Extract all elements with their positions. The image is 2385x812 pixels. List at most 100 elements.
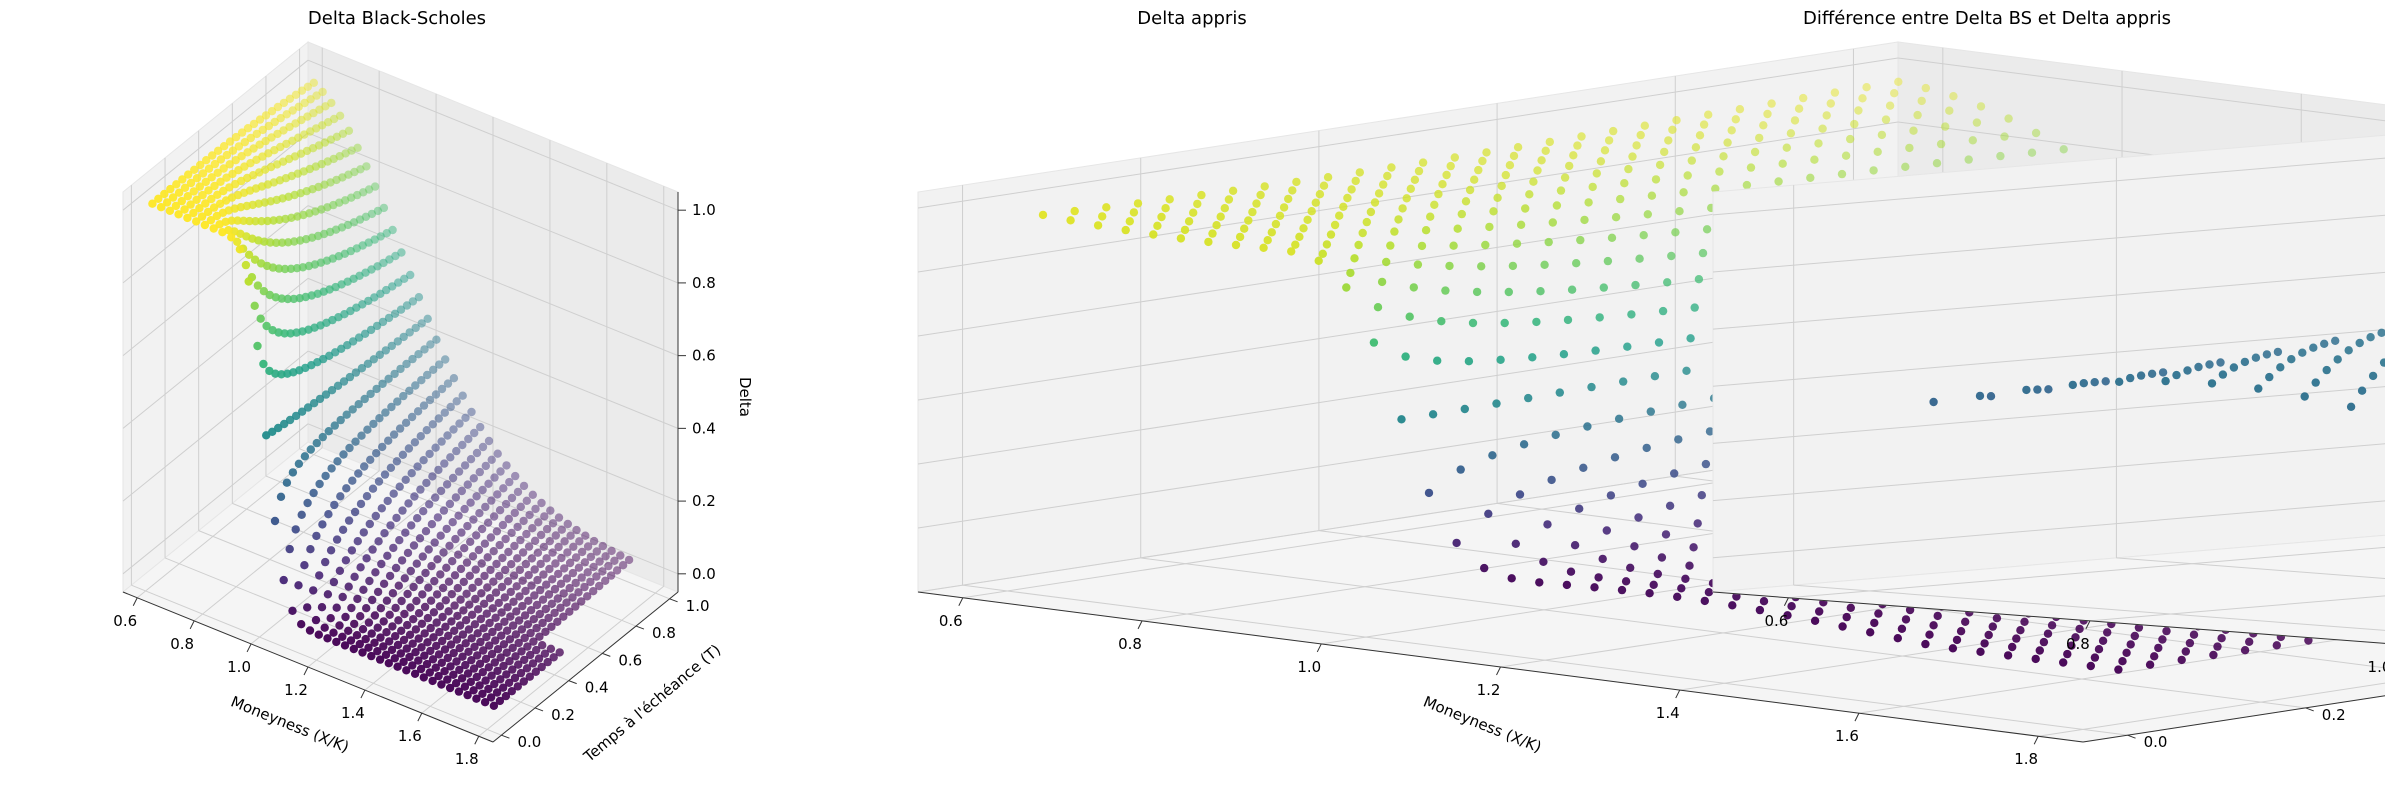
data-point: [2322, 365, 2331, 375]
data-point: [1220, 204, 1230, 213]
data-point: [498, 520, 508, 530]
data-point: [497, 631, 506, 640]
data-point: [2217, 634, 2226, 643]
data-point: [466, 498, 475, 507]
data-point: [1639, 231, 1648, 240]
data-point: [1658, 306, 1668, 316]
data-point: [2357, 386, 2367, 395]
data-point: [508, 665, 517, 674]
data-point: [448, 557, 457, 566]
data-point: [548, 548, 557, 557]
data-point: [2126, 373, 2135, 383]
data-point: [2012, 634, 2021, 643]
data-point: [2022, 385, 2031, 395]
data-point: [346, 636, 356, 645]
x-tick: [132, 597, 138, 606]
data-point: [189, 208, 198, 218]
data-point: [571, 578, 580, 588]
data-point: [388, 589, 398, 598]
gridline-z: [1712, 271, 2385, 330]
data-point: [431, 390, 441, 399]
data-point: [504, 678, 514, 687]
data-point: [1810, 616, 1820, 625]
data-point: [375, 414, 384, 423]
data-point: [1672, 116, 1681, 125]
data-point: [1563, 315, 1573, 325]
data-point: [443, 431, 452, 440]
data-point: [440, 667, 449, 676]
data-point: [165, 206, 175, 215]
data-point: [362, 492, 372, 501]
data-point: [1383, 171, 1392, 181]
data-point: [1619, 377, 1628, 386]
data-point: [438, 636, 447, 646]
gridline-y: [962, 584, 2128, 736]
data-point: [1449, 241, 1458, 250]
data-point: [378, 379, 387, 388]
data-point: [285, 415, 295, 425]
data-point: [484, 436, 494, 446]
data-point: [209, 224, 218, 233]
x-tick: [189, 620, 195, 630]
data-point: [243, 148, 252, 157]
data-point: [1846, 603, 1856, 612]
data-point: [429, 608, 439, 617]
data-point: [442, 524, 451, 534]
data-point: [422, 659, 432, 669]
data-point: [1180, 225, 1190, 235]
data-point: [312, 531, 321, 541]
data-point: [2331, 336, 2340, 345]
data-point: [2320, 339, 2329, 348]
data-point: [1731, 115, 1741, 124]
data-point: [363, 359, 373, 368]
data-point: [1933, 611, 1942, 621]
data-point: [459, 606, 468, 615]
data-point: [1231, 240, 1241, 250]
data-point: [410, 492, 419, 501]
data-point: [235, 245, 245, 254]
data-point: [487, 455, 496, 464]
data-point: [469, 474, 478, 483]
data-point: [624, 555, 634, 565]
data-point: [369, 419, 378, 429]
data-point: [493, 490, 502, 499]
data-point: [1405, 312, 1414, 321]
data-point: [1456, 465, 1465, 474]
data-point: [562, 598, 571, 607]
data-point: [478, 442, 488, 452]
data-point: [538, 618, 547, 628]
data-point: [546, 506, 555, 515]
data-point: [379, 203, 389, 213]
data-point: [432, 641, 441, 651]
data-point: [1379, 180, 1388, 189]
data-point: [1453, 224, 1462, 233]
data-point: [1634, 513, 1643, 522]
data-point: [219, 142, 229, 151]
y-tick: [602, 652, 611, 657]
data-point: [2309, 343, 2318, 352]
data-point: [1133, 199, 1143, 208]
data-point: [300, 561, 309, 570]
data-point: [572, 525, 581, 535]
data-point: [425, 395, 435, 405]
data-point: [1913, 110, 1922, 120]
data-point: [1189, 208, 1198, 217]
data-point: [198, 190, 207, 200]
data-point: [1611, 213, 1621, 222]
data-point: [396, 364, 405, 374]
data-point: [1535, 578, 1544, 587]
data-point: [207, 194, 216, 204]
data-point: [385, 637, 394, 646]
data-point: [413, 462, 422, 471]
data-point: [2344, 346, 2353, 355]
data-point: [279, 575, 288, 585]
data-point: [1212, 221, 1221, 230]
data-point: [330, 500, 339, 510]
data-point: [442, 480, 452, 489]
data-point: [522, 664, 532, 673]
data-point: [1323, 173, 1333, 182]
data-point: [1675, 207, 1684, 216]
data-point: [1311, 198, 1321, 207]
data-point: [1066, 216, 1075, 225]
data-point: [148, 199, 157, 208]
